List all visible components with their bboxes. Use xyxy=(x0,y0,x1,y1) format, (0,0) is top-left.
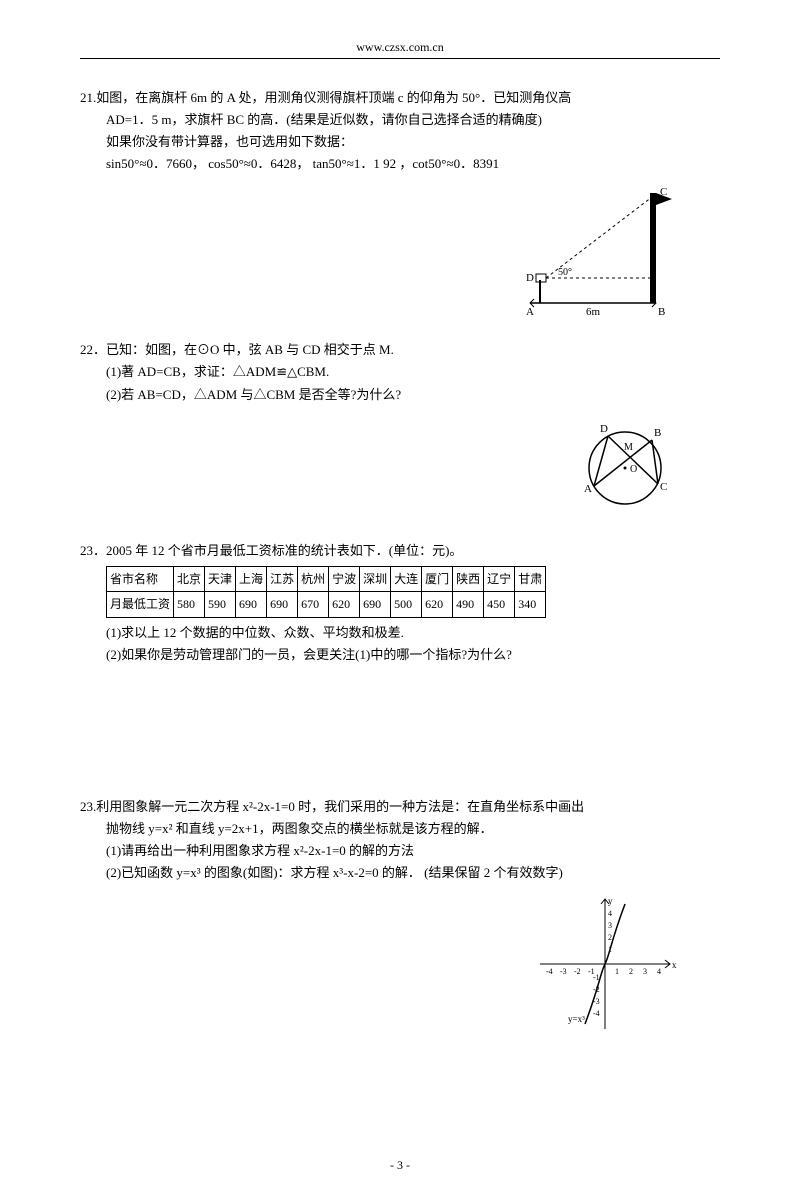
ylabel: y xyxy=(608,896,613,906)
label-A2: A xyxy=(584,483,592,495)
figure-21: 50° D A B C 6m xyxy=(80,185,680,329)
xt: 1 xyxy=(615,967,619,976)
td: 490 xyxy=(453,592,484,617)
th: 杭州 xyxy=(298,566,329,591)
th: 江苏 xyxy=(267,566,298,591)
p22-line2: (1)著 AD=CB，求证：△ADM≌△CBM. xyxy=(80,361,720,383)
td: 620 xyxy=(329,592,360,617)
triangle-diagram-icon: 50° D A B C 6m xyxy=(500,185,680,325)
table-row: 月最低工资 580 590 690 690 670 620 690 500 62… xyxy=(107,592,546,617)
p21-line2: AD=1．5 m，求旗杆 BC 的高．(结果是近似数，请你自己选择合适的精确度) xyxy=(80,109,720,131)
label-A: A xyxy=(526,306,534,318)
th: 甘肃 xyxy=(515,566,546,591)
cubic-graph-icon: x y -4 -3 -2 -1 1 2 3 4 1 2 3 4 -1 xyxy=(530,894,680,1034)
wage-table: 省市名称 北京 天津 上海 江苏 杭州 宁波 深圳 大连 厦门 陕西 辽宁 甘肃… xyxy=(106,566,546,618)
td: 690 xyxy=(267,592,298,617)
th: 厦门 xyxy=(422,566,453,591)
p21-line1: 21.如图，在离旗杆 6m 的 A 处，用测角仪测得旗杆顶端 c 的仰角为 50… xyxy=(80,87,720,109)
problem-23b: 23.利用图象解一元二次方程 x²-2x-1=0 时，我们采用的一种方法是：在直… xyxy=(80,796,720,884)
yt: 4 xyxy=(608,909,612,918)
label-M: M xyxy=(624,442,633,453)
th: 深圳 xyxy=(360,566,391,591)
xlabel: x xyxy=(672,960,677,970)
p23b-line1: 23.利用图象解一元二次方程 x²-2x-1=0 时，我们采用的一种方法是：在直… xyxy=(80,796,720,818)
th: 宁波 xyxy=(329,566,360,591)
yt: 3 xyxy=(608,921,612,930)
page: www.czsx.com.cn 21.如图，在离旗杆 6m 的 A 处，用测角仪… xyxy=(0,0,800,1203)
xt: -3 xyxy=(560,967,567,976)
td: 690 xyxy=(360,592,391,617)
th: 大连 xyxy=(391,566,422,591)
label-6m: 6m xyxy=(586,306,601,318)
th: 上海 xyxy=(236,566,267,591)
td: 620 xyxy=(422,592,453,617)
yt: 2 xyxy=(608,933,612,942)
xt: -2 xyxy=(574,967,581,976)
th: 辽宁 xyxy=(484,566,515,591)
label-B: B xyxy=(658,306,665,318)
td: 450 xyxy=(484,592,515,617)
xt: 2 xyxy=(629,967,633,976)
label-C: C xyxy=(660,186,667,198)
td: 690 xyxy=(236,592,267,617)
td: 500 xyxy=(391,592,422,617)
header-url: www.czsx.com.cn xyxy=(80,40,720,59)
td: 340 xyxy=(515,592,546,617)
label-B2: B xyxy=(654,427,661,439)
table-row: 省市名称 北京 天津 上海 江苏 杭州 宁波 深圳 大连 厦门 陕西 辽宁 甘肃 xyxy=(107,566,546,591)
td: 590 xyxy=(205,592,236,617)
xt: 4 xyxy=(657,967,661,976)
th: 省市名称 xyxy=(107,566,174,591)
problem-22: 22．已知：如图，在⊙O 中，弦 AB 与 CD 相交于点 M. (1)著 AD… xyxy=(80,339,720,405)
label-D: D xyxy=(526,272,534,284)
problem-21: 21.如图，在离旗杆 6m 的 A 处，用测角仪测得旗杆顶端 c 的仰角为 50… xyxy=(80,87,720,175)
p21-line4: sin50°≈0．7660， cos50°≈0．6428， tan50°≈1．1… xyxy=(80,153,720,175)
xt: -4 xyxy=(546,967,553,976)
xt: 3 xyxy=(643,967,647,976)
p23b-line2: 抛物线 y=x² 和直线 y=2x+1，两图象交点的横坐标就是该方程的解． xyxy=(80,818,720,840)
yt: -4 xyxy=(593,1009,600,1018)
curve-label: y=x³ xyxy=(568,1014,585,1024)
th: 陕西 xyxy=(453,566,484,591)
label-D2: D xyxy=(600,423,608,435)
td: 580 xyxy=(174,592,205,617)
p22-line3: (2)若 AB=CD，△ADM 与△CBM 是否全等?为什么? xyxy=(80,384,720,406)
p21-line3: 如果你没有带计算器，也可选用如下数据： xyxy=(80,131,720,153)
th: 北京 xyxy=(174,566,205,591)
p23a-q1: (1)求以上 12 个数据的中位数、众数、平均数和极差. xyxy=(80,622,720,644)
label-O: O xyxy=(630,464,637,475)
p23a-line1: 23．2005 年 12 个省市月最低工资标准的统计表如下．(单位：元)。 xyxy=(80,540,720,562)
th: 天津 xyxy=(205,566,236,591)
p23b-line3: (1)请再给出一种利用图象求方程 x²-2x-1=0 的解的方法 xyxy=(80,840,720,862)
circle-diagram-icon: O M A B C D xyxy=(570,416,680,516)
p23b-line4: (2)已知函数 y=x³ 的图象(如图)：求方程 x³-x-2=0 的解． (结… xyxy=(80,862,720,884)
td: 月最低工资 xyxy=(107,592,174,617)
page-footer: - 3 - xyxy=(80,1158,720,1173)
figure-23b: x y -4 -3 -2 -1 1 2 3 4 1 2 3 4 -1 xyxy=(80,894,680,1038)
angle-label: 50° xyxy=(558,267,572,278)
td: 670 xyxy=(298,592,329,617)
p22-line1: 22．已知：如图，在⊙O 中，弦 AB 与 CD 相交于点 M. xyxy=(80,339,720,361)
label-C2: C xyxy=(660,481,667,493)
p23a-q2: (2)如果你是劳动管理部门的一员，会更关注(1)中的哪一个指标?为什么? xyxy=(80,644,720,666)
problem-23a: 23．2005 年 12 个省市月最低工资标准的统计表如下．(单位：元)。 省市… xyxy=(80,540,720,666)
figure-22: O M A B C D xyxy=(80,416,680,520)
